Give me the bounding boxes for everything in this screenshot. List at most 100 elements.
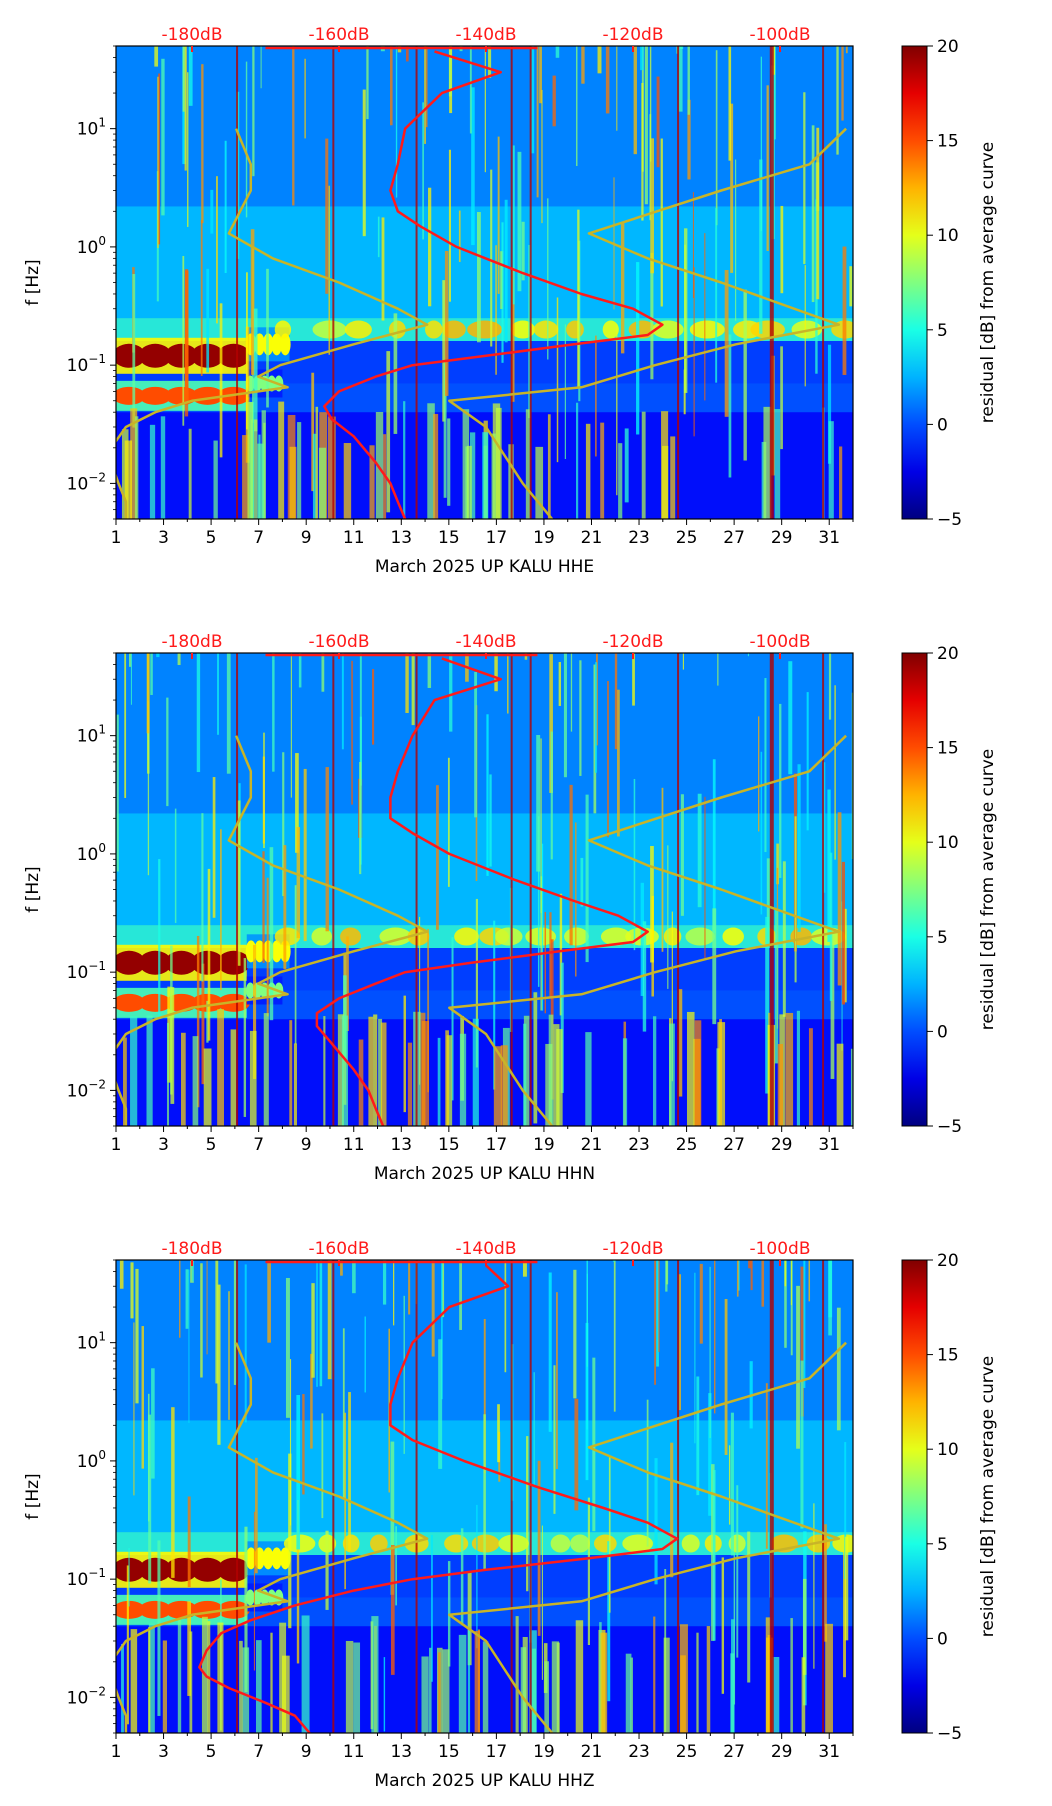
- heatmap-streak: [692, 192, 694, 298]
- heatmap-lowfreq: [278, 401, 285, 519]
- y-tick-base: 10: [77, 1452, 99, 1472]
- heatmap-streak: [255, 1457, 258, 1574]
- heatmap-streak: [219, 303, 223, 458]
- colorbar-tick-label: 10: [937, 833, 959, 853]
- colorbar-tick-label: −5: [937, 510, 962, 530]
- top-db-tick-label: -180dB: [161, 25, 222, 45]
- y-tick-label: 10−1: [67, 1566, 106, 1590]
- heatmap-event-line: [510, 653, 513, 1126]
- heatmap-band: [116, 813, 853, 926]
- y-tick-exp: −1: [88, 959, 106, 973]
- y-tick-label: 10−1: [67, 959, 106, 983]
- y-tick-exp: 1: [98, 116, 106, 130]
- y-tick-label: 100: [77, 234, 106, 258]
- heatmap-lowfreq: [162, 1640, 168, 1733]
- x-tick-label: 7: [253, 1742, 264, 1762]
- heatmap-event-line: [415, 1260, 418, 1733]
- heatmap-lowfreq: [839, 446, 843, 519]
- heatmap-streak: [395, 1526, 398, 1606]
- heatmap-streak: [841, 46, 844, 121]
- heatmap-lowfreq: [230, 1029, 237, 1126]
- heatmap-lowfreq: [825, 1623, 833, 1733]
- heatmap-streak: [188, 46, 193, 106]
- heatmap-streak: [528, 244, 531, 419]
- heatmap-lowfreq: [242, 1647, 250, 1733]
- heatmap-streak: [130, 653, 132, 705]
- heatmap-bump: [467, 320, 503, 339]
- heatmap-lowfreq: [429, 1647, 432, 1733]
- x-tick-label: 9: [301, 1742, 312, 1762]
- heatmap-lowfreq: [369, 445, 375, 519]
- colorbar-label: residual [dB] from average curve: [978, 1356, 998, 1637]
- heatmap-streak: [715, 50, 718, 226]
- heatmap-streak: [595, 662, 598, 773]
- heatmap-streak: [780, 346, 783, 450]
- heatmap-bump: [681, 1534, 700, 1553]
- heatmap-streak: [510, 267, 515, 402]
- heatmap-streak: [200, 1263, 203, 1378]
- heatmap-streak: [644, 46, 648, 205]
- heatmap-streak: [342, 1328, 345, 1499]
- heatmap-streak: [158, 859, 161, 1018]
- heatmap-lowfreq: [437, 1037, 441, 1126]
- heatmap-lowfreq: [257, 443, 264, 519]
- heatmap-lowfreq: [121, 1644, 124, 1733]
- heatmap-streak: [316, 1260, 318, 1387]
- heatmap-streak: [292, 46, 295, 206]
- heatmap-band: [116, 653, 853, 814]
- heatmap-event-line: [236, 1260, 239, 1733]
- heatmap-streak: [559, 893, 563, 1016]
- heatmap-lowfreq: [661, 411, 669, 519]
- y-tick-base: 10: [77, 238, 99, 258]
- heatmap-streak: [340, 1260, 343, 1276]
- heatmap-streak: [447, 757, 450, 887]
- heatmap-lowfreq: [148, 1627, 151, 1733]
- heatmap-lowfreq: [438, 1652, 441, 1733]
- heatmap-streak: [845, 46, 848, 54]
- heatmap-streak: [262, 851, 265, 963]
- y-tick-label: 10−1: [67, 352, 106, 376]
- series-noise-model-low: [116, 735, 429, 1126]
- heatmap-lowfreq: [653, 1616, 656, 1733]
- x-tick-label: 7: [253, 1135, 264, 1155]
- heatmap-streak: [715, 208, 718, 383]
- heatmap-streak: [187, 1496, 191, 1588]
- heatmap-lowfreq: [459, 1033, 467, 1126]
- heatmap-blob: [279, 1547, 291, 1570]
- heatmap-streak: [823, 762, 826, 893]
- heatmap-streak: [161, 58, 165, 216]
- y-tick-label: 101: [77, 116, 106, 140]
- heatmap-streak: [608, 1455, 611, 1613]
- heatmap-streak: [605, 46, 610, 114]
- heatmap-blob: [279, 333, 291, 356]
- heatmap-streak: [449, 653, 453, 732]
- heatmap-lowfreq: [368, 1016, 374, 1126]
- x-tick-label: 3: [158, 1742, 169, 1762]
- heatmap-lowfreq: [181, 1032, 186, 1126]
- heatmap-streak: [747, 1531, 751, 1683]
- heatmap-lowfreq: [458, 1634, 467, 1733]
- heatmap-bump: [600, 927, 631, 946]
- heatmap-lowfreq: [282, 1655, 290, 1733]
- heatmap-streak: [633, 778, 636, 951]
- heatmap-streak: [395, 46, 398, 198]
- heatmap-streak: [614, 653, 618, 750]
- heatmap-streak: [536, 46, 539, 198]
- heatmap-streak: [800, 1360, 804, 1529]
- x-tick-label: 23: [628, 1135, 650, 1155]
- heatmap-lowfreq: [177, 1619, 182, 1733]
- heatmap-lowfreq: [134, 416, 139, 519]
- heatmap-streak: [403, 1295, 405, 1454]
- heatmap-lowfreq: [491, 433, 496, 519]
- heatmap-streak: [547, 198, 549, 360]
- heatmap-streak: [383, 1657, 386, 1732]
- heatmap-lowfreq: [148, 1623, 155, 1733]
- colorbar-tick-label: −5: [937, 1117, 962, 1137]
- heatmap-lowfreq: [535, 446, 544, 519]
- heatmap-streak: [215, 1260, 219, 1384]
- heatmap-streak: [393, 1260, 395, 1326]
- heatmap-streak: [750, 1260, 753, 1291]
- heatmap-streak: [616, 324, 618, 496]
- y-tick-base: 10: [77, 845, 99, 865]
